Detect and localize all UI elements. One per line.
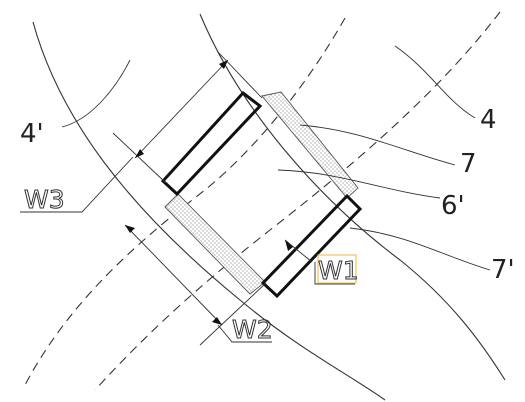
dashed-curve-lower bbox=[24, 17, 346, 386]
leader-w2 bbox=[217, 324, 272, 343]
w1-highlight-box bbox=[317, 254, 357, 284]
label-4-prime: 4' bbox=[20, 119, 44, 149]
label-w3: W3 bbox=[24, 185, 65, 214]
arrowhead-w3-bottom bbox=[135, 149, 144, 158]
label-4: 4 bbox=[480, 105, 497, 135]
bold-plate-upper-left bbox=[160, 90, 263, 197]
bold-plate-lower-right bbox=[260, 193, 363, 299]
dim-line-w3-top bbox=[134, 59, 229, 159]
label-w2: W2 bbox=[232, 315, 273, 344]
ext-line-w3 bbox=[112, 132, 167, 184]
label-7-prime: 7' bbox=[491, 255, 515, 285]
dotted-strip-upper bbox=[261, 91, 359, 199]
arrowhead-w2-bottom bbox=[212, 317, 222, 325]
label-6-prime: 6' bbox=[441, 191, 465, 221]
leader-7p bbox=[349, 227, 491, 271]
label-7: 7 bbox=[460, 149, 477, 179]
dashed-curve-upper bbox=[94, 11, 501, 391]
leader-w3 bbox=[20, 156, 134, 213]
leader-4 bbox=[394, 45, 476, 119]
leader-w1 bbox=[314, 262, 355, 285]
ext-line-top-1 bbox=[217, 51, 263, 99]
outer-curve-right bbox=[199, 13, 506, 381]
arrowhead-w3-top bbox=[219, 60, 228, 69]
leader-4p bbox=[61, 59, 131, 128]
arrowhead-w1 bbox=[285, 240, 293, 251]
leader-7 bbox=[299, 124, 456, 166]
arrowhead-w2-top bbox=[125, 225, 135, 233]
ext-line-w2-right bbox=[199, 282, 267, 346]
label-w1: W1 bbox=[318, 256, 359, 285]
leader-6p bbox=[277, 169, 441, 199]
outer-curve-left bbox=[32, 21, 386, 401]
dim-line-w2 bbox=[124, 224, 223, 326]
dim-line-w1 bbox=[284, 239, 313, 263]
